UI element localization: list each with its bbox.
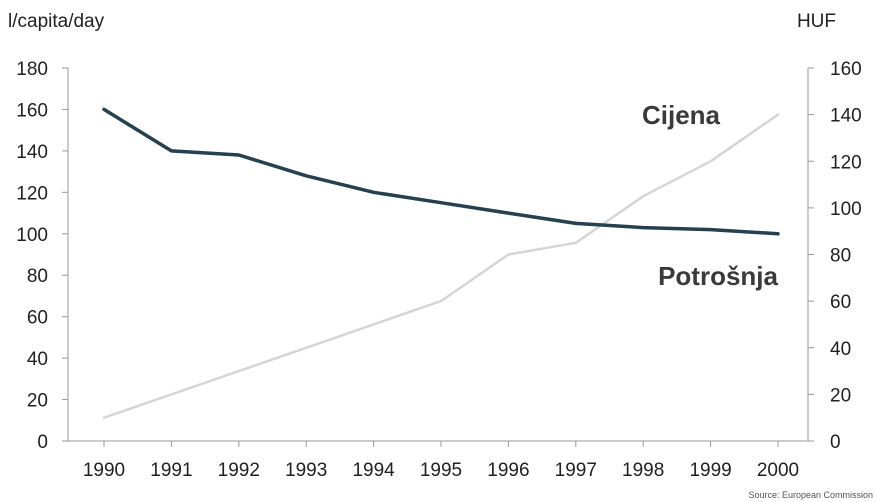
series-labels: Cijena Potrošnja [642,100,779,291]
left-tick-label: 180 [16,59,48,80]
x-tick-label: 1992 [218,460,260,481]
left-tick-label: 20 [27,391,48,412]
left-axis-title: l/capita/day [8,11,105,32]
left-tick-label: 120 [16,183,48,204]
right-tick-label: 20 [830,385,851,406]
right-tick-label: 0 [830,432,841,453]
left-tick-label: 100 [16,225,48,246]
x-tick-label: 1993 [285,460,327,481]
x-tick-label: 1995 [420,460,462,481]
series-layer [102,107,780,419]
series-label-price: Cijena [642,100,721,130]
left-tick-label: 40 [27,349,48,370]
x-tick-label: 1997 [555,460,597,481]
source-note: Source: European Commission [748,490,873,500]
x-tick-label: 1991 [150,460,192,481]
x-tick-label: 2000 [757,460,799,481]
x-tick-label: 1990 [83,460,125,481]
right-tick-label: 40 [830,339,851,360]
left-tick-label: 80 [27,266,48,287]
right-tick-label: 100 [830,199,862,220]
left-tick-label: 60 [27,308,48,329]
left-tick-label: 0 [37,432,48,453]
series-line-consumption [102,107,780,236]
right-tick-label: 160 [830,59,862,80]
right-tick-label: 80 [830,246,851,267]
right-tick-label: 140 [830,106,862,127]
right-tick-label: 120 [830,152,862,173]
left-tick-label: 160 [16,100,48,121]
axes: 0 20 40 60 80 100 120 140 160 180 0 20 40 60 80 100 120 1… [16,59,861,481]
x-tick-label: 1999 [689,460,731,481]
x-tick-label: 1994 [352,460,395,481]
series-line-price [102,113,780,419]
series-label-consumption: Potrošnja [658,261,778,291]
x-tick-label: 1998 [622,460,664,481]
right-tick-label: 60 [830,292,851,313]
left-tick-label: 140 [16,142,48,163]
x-tick-label: 1996 [487,460,529,481]
right-axis-title: HUF [797,11,836,32]
